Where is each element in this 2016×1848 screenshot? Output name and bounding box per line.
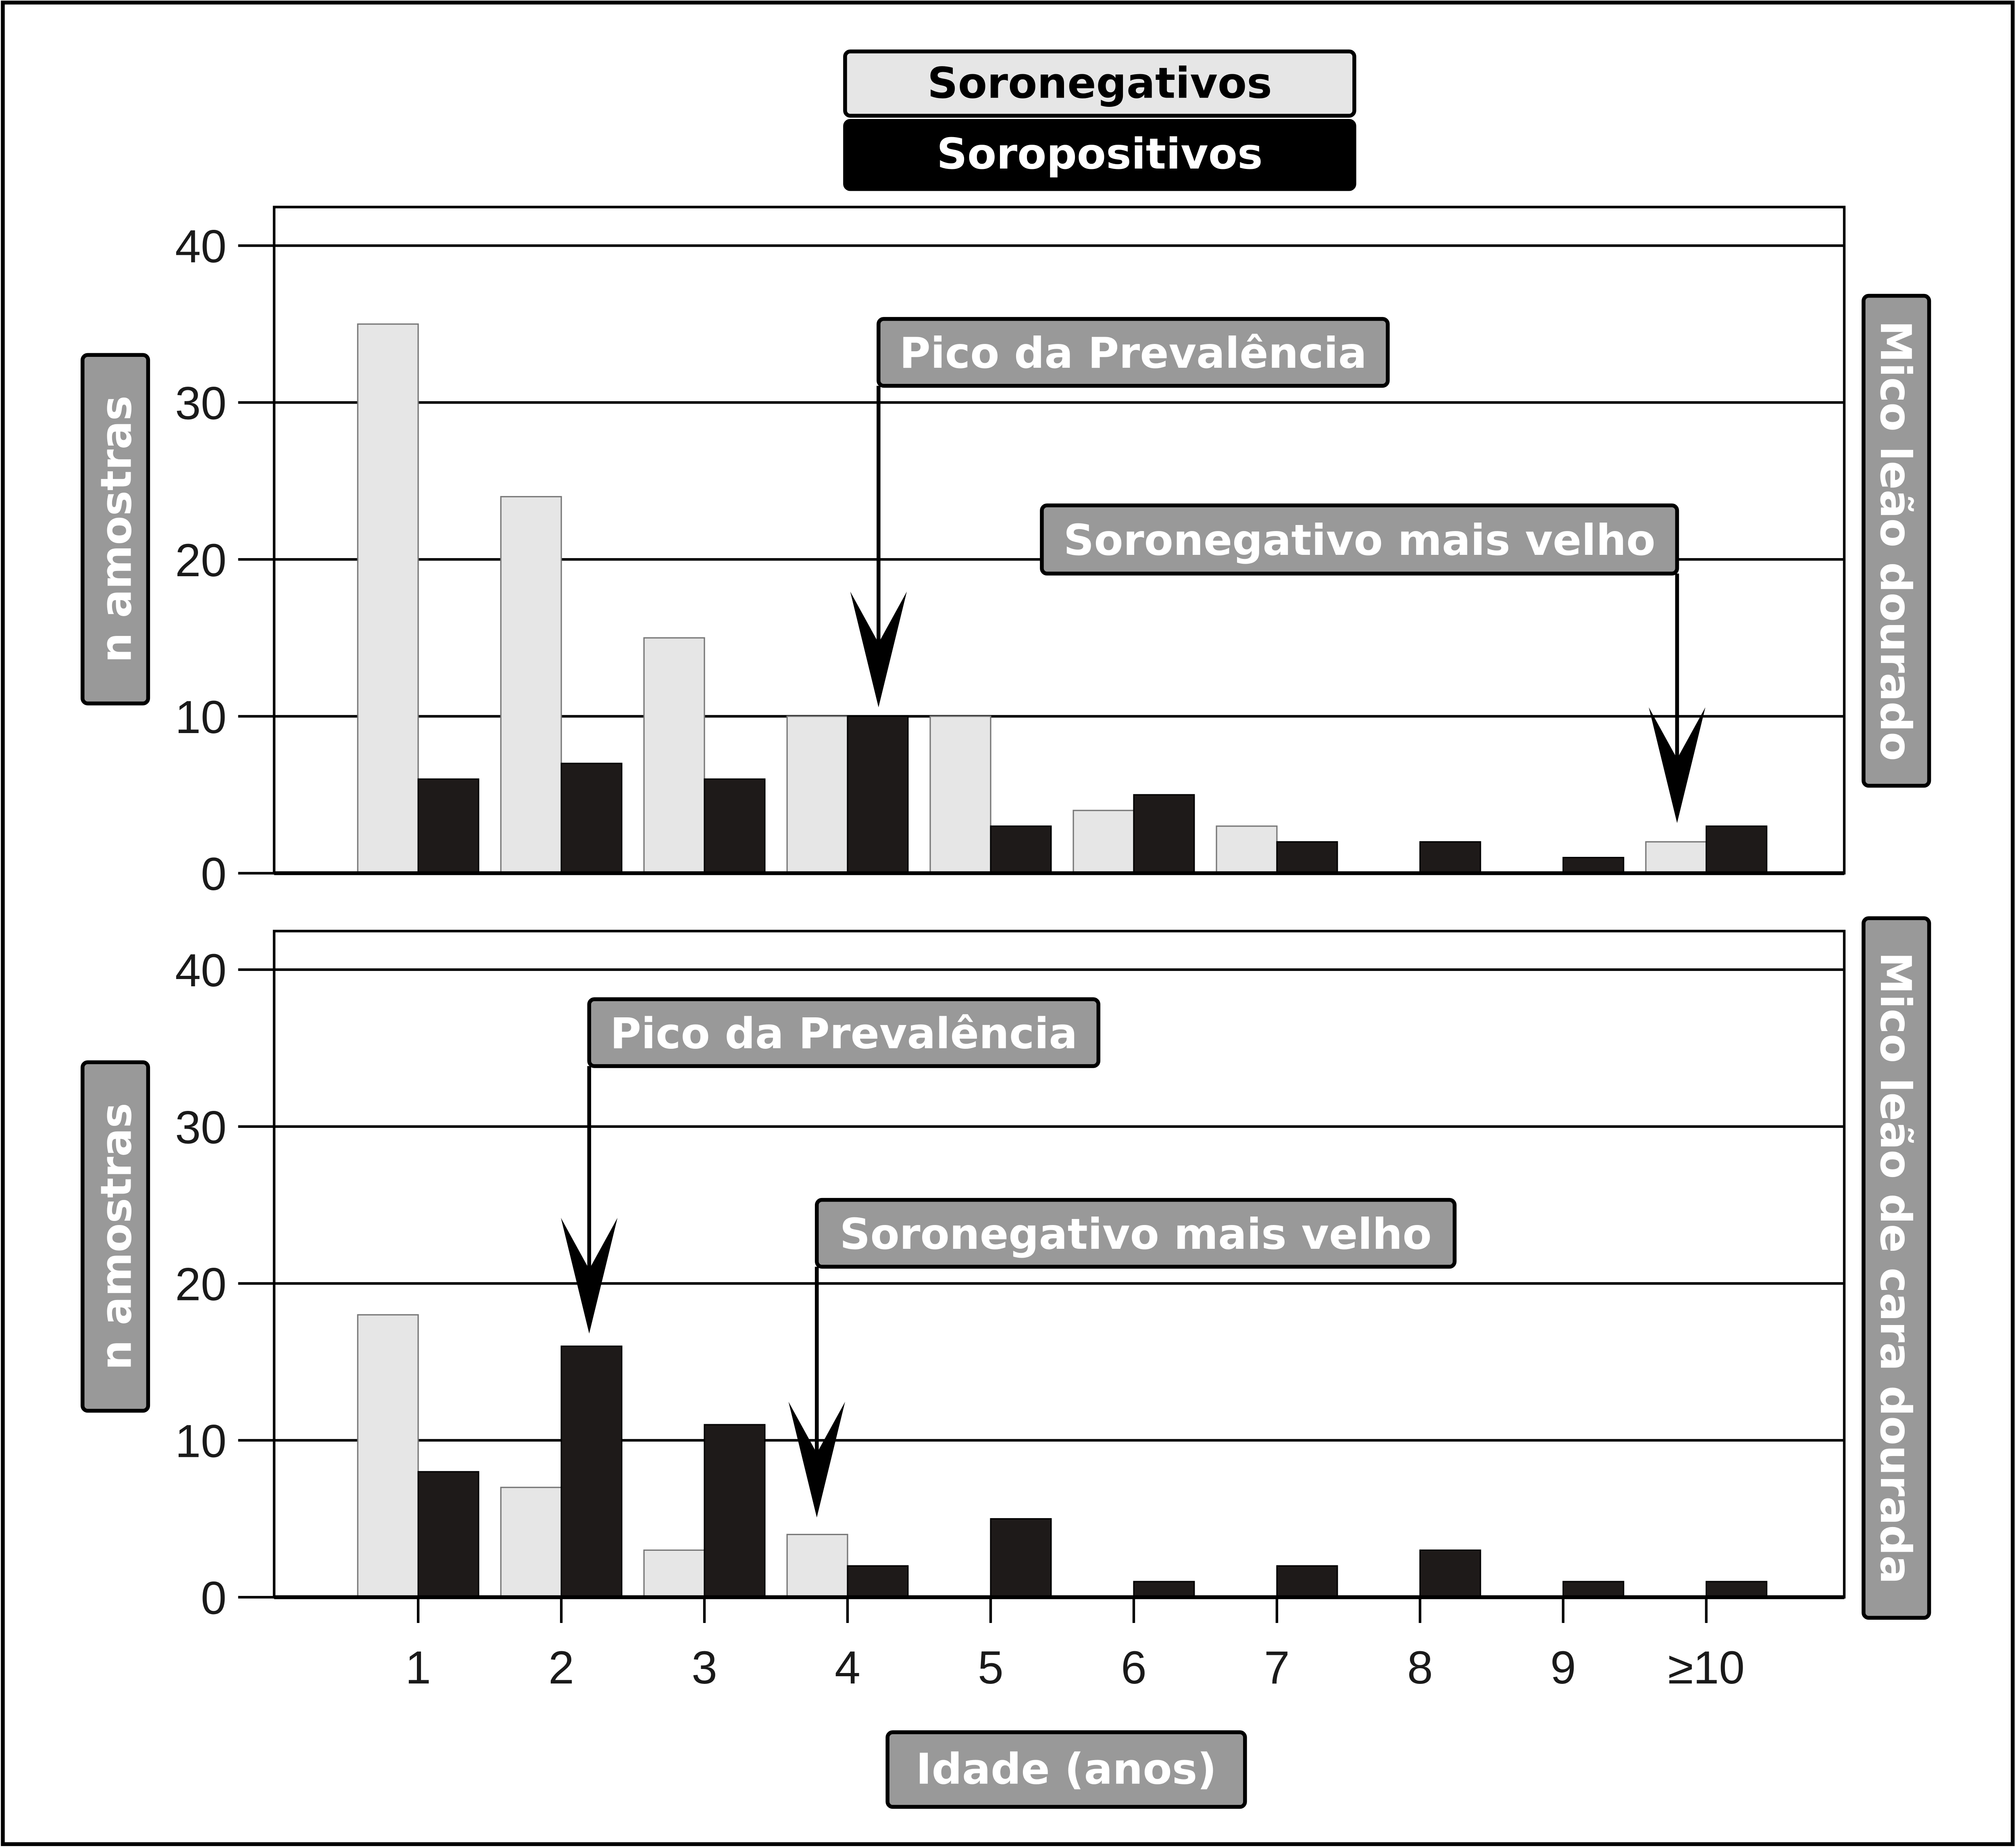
x-tick-label: 7 <box>1264 1642 1290 1694</box>
bar-soronegativo-6 <box>1073 810 1135 874</box>
bar-soropositivo-2 <box>560 763 623 874</box>
bar-soropositivo-1 <box>417 1471 479 1598</box>
species-label-box <box>1862 294 1931 788</box>
bar-soronegativo-≥10 <box>1645 841 1707 874</box>
arrow-head-icon <box>788 1402 845 1518</box>
bar-soropositivo-5 <box>990 1518 1052 1598</box>
bar-soronegativo-5 <box>929 715 991 874</box>
annotation-text: Soronegativo mais velho <box>840 1209 1432 1259</box>
annotation-pico-da-preval-ncia: Pico da Prevalência <box>850 317 1390 708</box>
bar-soronegativo-4 <box>786 1533 848 1598</box>
annotation-box <box>1040 503 1679 576</box>
bar-soronegativo-7 <box>1216 825 1278 874</box>
annotation-text: Soronegativo mais velho <box>1064 515 1656 565</box>
legend: Soronegativos Soropositivos <box>843 49 1356 191</box>
x-tick-label: 5 <box>978 1642 1004 1694</box>
legend-negative-label: Soronegativos <box>927 58 1272 108</box>
bar-soropositivo-≥10 <box>1706 825 1768 874</box>
bar-soropositivo-8 <box>1419 841 1481 874</box>
x-tick-label: 6 <box>1121 1642 1147 1694</box>
panel-top: 0 10 20 30 40 n amostras Mico leão dourado Pico… <box>80 206 1931 900</box>
arrow-head-icon <box>561 1218 618 1334</box>
annotation-box <box>815 1198 1457 1269</box>
y-tick-label: 10 <box>175 1415 227 1467</box>
bar-soropositivo-9 <box>1562 857 1624 874</box>
bar-soropositivo-1 <box>417 778 479 874</box>
species-label: Mico leão dourado <box>1871 321 1920 761</box>
y-axis-title: n amostras <box>91 1103 141 1370</box>
y-tick-label: 40 <box>175 945 227 996</box>
x-tick-label: 4 <box>835 1642 860 1694</box>
x-tick-label: 1 <box>405 1642 431 1694</box>
bar-soronegativo-4 <box>786 715 848 874</box>
legend-positive-label: Soropositivos <box>937 129 1263 179</box>
y-tick-label: 20 <box>175 1258 227 1310</box>
bar-soropositivo-2 <box>560 1345 623 1598</box>
x-tick-label: 8 <box>1407 1642 1433 1694</box>
annotation-soronegativo-mais-velho: Soronegativo mais velho <box>788 1198 1457 1518</box>
y-tick-label: 10 <box>175 692 227 743</box>
bar-soropositivo-5 <box>990 825 1052 874</box>
bar-soronegativo-1 <box>357 323 419 874</box>
annotation-box <box>587 997 1101 1068</box>
arrow-head-icon <box>850 592 907 708</box>
legend-positive-box <box>843 119 1356 191</box>
arrow-head-icon <box>1649 707 1706 823</box>
species-label: Mico leão de cara dourada <box>1871 952 1920 1584</box>
bar-soropositivo-3 <box>704 778 766 874</box>
annotation-soronegativo-mais-velho: Soronegativo mais velho <box>1040 503 1706 823</box>
y-tick-label: 20 <box>175 535 227 586</box>
annotation-text: Pico da Prevalência <box>900 328 1367 378</box>
bar-soronegativo-3 <box>643 1549 705 1598</box>
y-axis-title-box <box>80 353 150 706</box>
bar-soronegativo-2 <box>500 496 562 874</box>
species-label-box <box>1862 916 1931 1620</box>
bar-soropositivo-8 <box>1419 1549 1481 1598</box>
annotation-text: Pico da Prevalência <box>610 1008 1077 1058</box>
y-tick-label: 40 <box>175 221 227 273</box>
bar-soronegativo-1 <box>357 1314 419 1598</box>
bar-soropositivo-9 <box>1562 1581 1624 1598</box>
y-tick-label: 30 <box>175 378 227 429</box>
x-axis-title-text: Idade (anos) <box>916 1744 1217 1794</box>
legend-negative-box <box>843 49 1356 118</box>
bar-soropositivo-6 <box>1133 794 1195 874</box>
y-tick-label: 30 <box>175 1102 227 1153</box>
y-axis-title-box <box>80 1060 150 1413</box>
bar-soropositivo-4 <box>847 715 909 874</box>
bar-soropositivo-6 <box>1133 1581 1195 1598</box>
annotation-pico-da-preval-ncia: Pico da Prevalência <box>561 997 1101 1334</box>
bar-soropositivo-7 <box>1276 841 1338 874</box>
y-axis-title: n amostras <box>91 396 141 663</box>
bar-soronegativo-3 <box>643 637 705 874</box>
x-tick-label: 2 <box>548 1642 574 1694</box>
bar-soropositivo-3 <box>704 1424 766 1598</box>
y-tick-label: 0 <box>201 1573 227 1624</box>
y-tick-label: 0 <box>201 848 227 900</box>
x-tick-label: 3 <box>691 1642 717 1694</box>
x-tick-label: ≥10 <box>1668 1642 1745 1694</box>
bar-soronegativo-2 <box>500 1487 562 1598</box>
x-tick-label: 9 <box>1550 1642 1576 1694</box>
panel-bottom: 0 10 20 30 40 1 2 3 4 5 6 7 8 9 ≥10 n amostras Mico leão… <box>80 916 1931 1694</box>
bar-soropositivo-7 <box>1276 1565 1338 1598</box>
bar-soropositivo-≥10 <box>1706 1581 1768 1598</box>
bar-soropositivo-4 <box>847 1565 909 1598</box>
x-axis-title: Idade (anos) <box>885 1730 1247 1809</box>
annotation-box <box>877 317 1390 388</box>
